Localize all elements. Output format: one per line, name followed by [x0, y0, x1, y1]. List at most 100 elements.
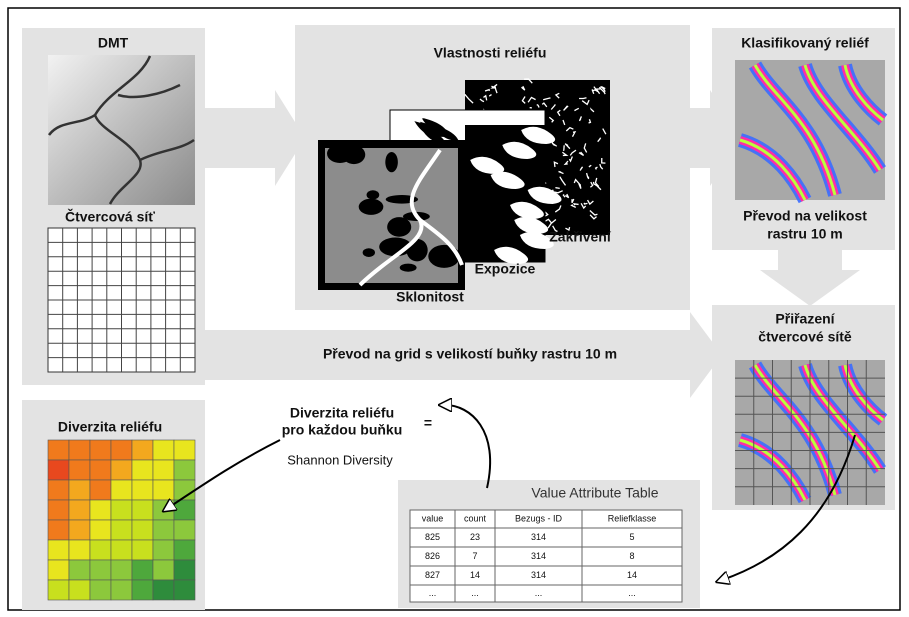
label: Expozice [475, 261, 536, 277]
label: pro každou buňku [282, 422, 403, 438]
diversity-grid [48, 440, 195, 600]
cell [174, 520, 195, 540]
cell [69, 460, 90, 480]
cell [111, 520, 132, 540]
cell [153, 440, 174, 460]
attribute-table: value count Bezugs - ID Reliefklasse 825 23 31… [410, 510, 682, 602]
cell [153, 500, 174, 520]
cell [174, 540, 195, 560]
cell [132, 440, 153, 460]
cell [48, 440, 69, 460]
texture [579, 98, 586, 99]
cell [153, 580, 174, 600]
cell [90, 440, 111, 460]
cell [132, 540, 153, 560]
label: Shannon Diversity [287, 452, 393, 467]
texture [359, 199, 384, 215]
label: Klasifikovaný reliéf [741, 35, 869, 51]
table-cell: 314 [531, 551, 546, 561]
cell [90, 560, 111, 580]
table-cell: ... [535, 588, 543, 598]
cell [48, 460, 69, 480]
cell [174, 440, 195, 460]
cell [90, 460, 111, 480]
cell [111, 560, 132, 580]
cell [153, 560, 174, 580]
cell [69, 560, 90, 580]
label: = [424, 415, 432, 431]
cell [48, 520, 69, 540]
label: Čtvercová síť [65, 208, 155, 225]
cell [132, 580, 153, 600]
table-title: Value Attribute Table [531, 485, 658, 501]
table-cell: 14 [470, 570, 480, 580]
cell [111, 440, 132, 460]
texture [343, 145, 366, 164]
table-header: Reliefklasse [608, 513, 657, 523]
table-cell: 7 [472, 551, 477, 561]
label: Zakřivení [549, 229, 612, 245]
cell [48, 560, 69, 580]
cell [69, 580, 90, 600]
cell [90, 540, 111, 560]
table-cell: 5 [629, 532, 634, 542]
cell [48, 500, 69, 520]
label: Převod na velikost [743, 208, 867, 224]
diagram: DMT Čtvercová síť Vlastnosti reliéfu Zak… [0, 0, 909, 617]
cell [48, 540, 69, 560]
table-cell: 314 [531, 570, 546, 580]
table-cell: ... [471, 588, 479, 598]
cell [174, 460, 195, 480]
label: Diverzita reliéfu [290, 405, 394, 421]
texture [367, 190, 380, 199]
cell [111, 480, 132, 500]
table-cell: 14 [627, 570, 637, 580]
table-header: count [464, 513, 487, 523]
cell [174, 560, 195, 580]
cell [111, 500, 132, 520]
cell [48, 480, 69, 500]
dem-image [48, 55, 195, 205]
cell [153, 460, 174, 480]
cell [132, 520, 153, 540]
label: Převod na grid s velikostí buňky rastru … [323, 346, 617, 362]
label: rastru 10 m [767, 226, 842, 242]
cell [48, 580, 69, 600]
table-cell: 8 [629, 551, 634, 561]
cell [90, 500, 111, 520]
square-grid [48, 228, 195, 372]
label: Přiřazení [775, 311, 835, 327]
table-cell: ... [628, 588, 636, 598]
label: DMT [98, 35, 129, 51]
table-cell: 23 [470, 532, 480, 542]
assigned-image [735, 360, 885, 505]
table-header: Bezugs - ID [515, 513, 563, 523]
cell [132, 460, 153, 480]
cell [69, 540, 90, 560]
label: Sklonitost [396, 289, 464, 305]
cell [69, 520, 90, 540]
cell [69, 480, 90, 500]
table-cell: ... [429, 588, 437, 598]
cell [132, 560, 153, 580]
cell [153, 520, 174, 540]
cell [90, 480, 111, 500]
label: Vlastnosti reliéfu [434, 45, 547, 61]
cell [111, 540, 132, 560]
table-cell: 827 [425, 570, 440, 580]
table-cell: 826 [425, 551, 440, 561]
texture [387, 217, 411, 237]
cell [90, 580, 111, 600]
cell [132, 480, 153, 500]
texture [385, 152, 398, 172]
cell [69, 500, 90, 520]
cell [132, 500, 153, 520]
table-header: value [422, 513, 444, 523]
cell [153, 480, 174, 500]
cell [153, 540, 174, 560]
texture [556, 188, 560, 189]
classified-image [735, 60, 885, 200]
table-cell: 825 [425, 532, 440, 542]
label: Diverzita reliéfu [58, 419, 162, 435]
cell [111, 460, 132, 480]
